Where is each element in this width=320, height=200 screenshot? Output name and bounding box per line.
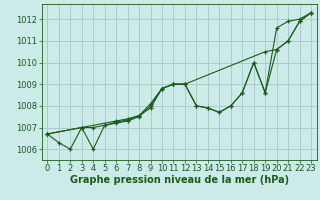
X-axis label: Graphe pression niveau de la mer (hPa): Graphe pression niveau de la mer (hPa): [70, 175, 289, 185]
